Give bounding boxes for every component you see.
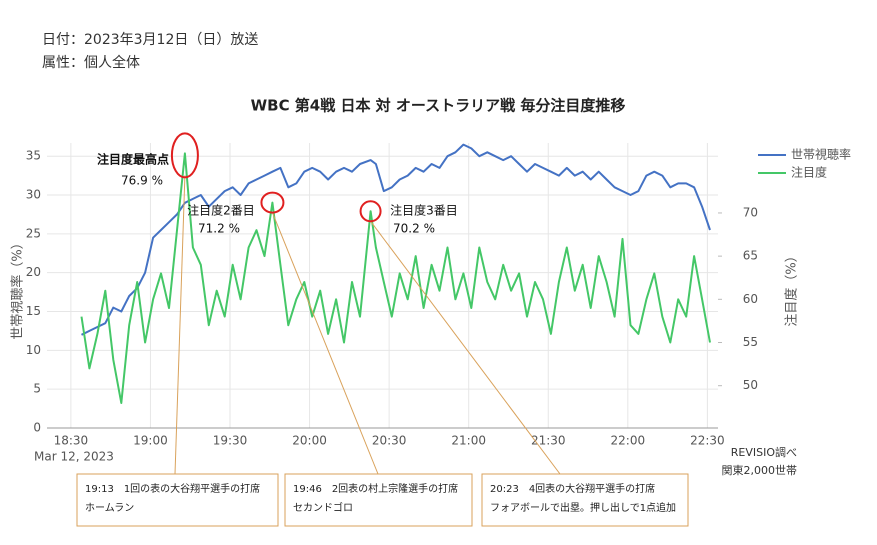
- legend-label: 注目度: [791, 165, 827, 180]
- series-line: [81, 143, 711, 336]
- callout-text: ホームラン: [85, 502, 134, 514]
- annotation-value: 76.9 %: [121, 174, 163, 188]
- highlight-circle: [170, 132, 199, 179]
- callout-box: [284, 473, 473, 527]
- x-tick-label: 18:30: [54, 434, 89, 448]
- callout-text: 20:23 4回表の大谷翔平選手の打席: [490, 482, 655, 495]
- annotation-title: 注目度3番目: [390, 203, 458, 218]
- y2-tick-label: 65: [743, 249, 758, 263]
- x-tick-label: 19:00: [133, 434, 168, 448]
- x-date-label: Mar 12, 2023: [34, 450, 114, 464]
- chart-title: WBC 第4戦 日本 対 オーストラリア戦 毎分注目度推移: [251, 97, 626, 115]
- y-axis-title: 世帯視聴率（%）: [10, 236, 26, 339]
- callout-text: フォアボールで出塁。押し出しで1点追加: [490, 501, 676, 514]
- y-tick-label: 35: [26, 149, 41, 163]
- y2-tick-label: 70: [743, 205, 758, 219]
- header-attribute: 属性：個人全体: [42, 54, 140, 71]
- highlight-circle: [359, 200, 382, 223]
- y-tick-label: 5: [33, 382, 41, 396]
- callout-text: 19:13 1回の表の大谷翔平選手の打席: [85, 482, 260, 495]
- source: REVISIO調べ: [731, 445, 797, 459]
- x-tick-label: 21:30: [531, 434, 566, 448]
- y2-tick-label: 55: [743, 335, 758, 349]
- callout-box: [481, 473, 689, 527]
- y2-axis-title: 注目度（%）: [784, 249, 800, 326]
- x-tick-label: 19:30: [213, 434, 248, 448]
- callout-line: [271, 212, 379, 475]
- y-tick-label: 20: [26, 265, 41, 279]
- y-tick-label: 10: [26, 343, 41, 357]
- callout-box: [76, 473, 279, 527]
- x-tick-label: 20:00: [292, 434, 327, 448]
- header-date: 日付：2023年3月12日（日）放送: [42, 32, 258, 48]
- legend-label: 世帯視聴率: [791, 147, 851, 162]
- highlight-circle: [260, 191, 285, 214]
- x-tick-label: 20:30: [372, 434, 407, 448]
- y-tick-label: 0: [33, 421, 41, 435]
- source: 関東2,000世帯: [722, 464, 798, 477]
- annotation-value: 70.2 %: [393, 222, 435, 236]
- y2-tick-label: 50: [743, 378, 758, 392]
- x-tick-label: 21:00: [451, 434, 486, 448]
- y-tick-label: 15: [26, 304, 41, 318]
- callout-line: [174, 175, 186, 475]
- series-line: [80, 152, 711, 404]
- x-tick-label: 22:00: [611, 434, 646, 448]
- y-tick-label: 30: [26, 188, 41, 202]
- annotation-title: 注目度最高点: [97, 152, 169, 167]
- callout-text: セカンドゴロ: [293, 501, 353, 514]
- y-tick-label: 25: [26, 226, 41, 240]
- annotation-title: 注目度2番目: [187, 203, 255, 218]
- callout-line: [370, 220, 561, 475]
- y2-tick-label: 60: [743, 292, 758, 306]
- callout-text: 19:46 2回表の村上宗隆選手の打席: [293, 482, 458, 495]
- x-tick-label: 22:30: [690, 434, 725, 448]
- annotation-value: 71.2 %: [198, 222, 240, 236]
